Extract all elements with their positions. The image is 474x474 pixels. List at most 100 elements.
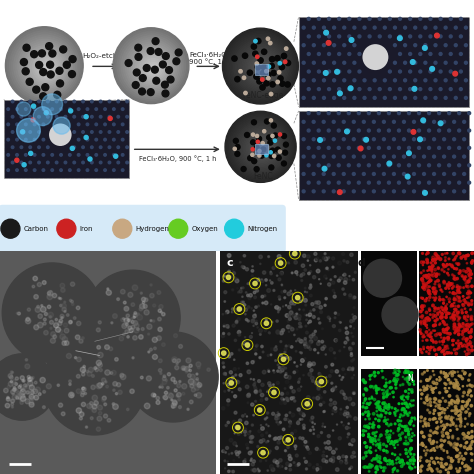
Circle shape	[406, 396, 407, 398]
Circle shape	[275, 417, 278, 420]
Circle shape	[441, 269, 443, 271]
Circle shape	[377, 460, 380, 462]
Circle shape	[369, 423, 371, 425]
Circle shape	[300, 300, 302, 302]
Circle shape	[244, 91, 247, 95]
Circle shape	[251, 44, 256, 49]
Text: FeCl₃·6H₂O, 900 °C, 1 h: FeCl₃·6H₂O, 900 °C, 1 h	[139, 155, 217, 162]
Circle shape	[465, 452, 467, 455]
Circle shape	[233, 459, 235, 462]
Circle shape	[439, 35, 442, 38]
Circle shape	[404, 390, 407, 392]
Circle shape	[64, 341, 69, 346]
Circle shape	[386, 430, 388, 432]
Circle shape	[253, 383, 255, 386]
Circle shape	[269, 333, 270, 334]
Circle shape	[257, 143, 268, 155]
Circle shape	[470, 404, 473, 407]
Circle shape	[62, 307, 66, 312]
Circle shape	[453, 173, 456, 175]
Circle shape	[171, 374, 180, 383]
Circle shape	[373, 422, 374, 423]
Circle shape	[462, 370, 464, 372]
Circle shape	[83, 365, 85, 368]
Circle shape	[285, 373, 287, 374]
Circle shape	[320, 397, 322, 399]
Circle shape	[113, 403, 115, 405]
Circle shape	[420, 297, 422, 299]
Circle shape	[322, 120, 325, 123]
Circle shape	[333, 407, 337, 410]
Circle shape	[276, 416, 279, 420]
Circle shape	[343, 273, 346, 276]
Circle shape	[365, 446, 368, 448]
Circle shape	[240, 432, 242, 433]
Circle shape	[442, 340, 445, 343]
Circle shape	[457, 383, 459, 386]
Circle shape	[438, 307, 440, 310]
Circle shape	[340, 390, 344, 394]
Circle shape	[101, 383, 104, 385]
Circle shape	[276, 382, 279, 384]
Circle shape	[307, 18, 310, 20]
Circle shape	[264, 321, 268, 326]
Circle shape	[375, 418, 376, 419]
Circle shape	[373, 173, 375, 175]
Circle shape	[427, 346, 429, 349]
Circle shape	[444, 271, 445, 273]
Circle shape	[82, 146, 84, 148]
Circle shape	[295, 454, 298, 457]
Circle shape	[454, 44, 457, 46]
Circle shape	[427, 262, 428, 264]
Circle shape	[133, 337, 214, 418]
Circle shape	[304, 291, 306, 292]
Circle shape	[293, 251, 297, 256]
Circle shape	[383, 190, 385, 193]
Circle shape	[373, 155, 375, 158]
Circle shape	[414, 419, 416, 420]
Circle shape	[312, 422, 313, 423]
Circle shape	[389, 381, 391, 383]
Circle shape	[455, 408, 457, 410]
Circle shape	[249, 336, 252, 338]
Circle shape	[225, 374, 227, 375]
Circle shape	[367, 112, 370, 115]
Circle shape	[265, 432, 267, 434]
Circle shape	[322, 328, 323, 329]
Circle shape	[232, 289, 234, 291]
Circle shape	[411, 462, 414, 465]
Circle shape	[16, 138, 18, 141]
Circle shape	[187, 408, 189, 410]
Circle shape	[387, 464, 388, 465]
Circle shape	[467, 432, 470, 434]
Circle shape	[280, 272, 283, 275]
Circle shape	[440, 446, 442, 447]
Circle shape	[236, 381, 240, 384]
Circle shape	[446, 345, 448, 347]
Circle shape	[313, 397, 315, 399]
Circle shape	[347, 146, 350, 149]
Circle shape	[308, 362, 311, 365]
Circle shape	[465, 79, 467, 82]
Circle shape	[391, 440, 392, 442]
Circle shape	[262, 67, 264, 70]
Circle shape	[171, 403, 176, 408]
Circle shape	[466, 326, 468, 328]
Circle shape	[434, 292, 437, 295]
Circle shape	[452, 422, 455, 424]
Circle shape	[453, 190, 456, 193]
Circle shape	[250, 460, 252, 461]
Circle shape	[432, 341, 434, 342]
Circle shape	[161, 386, 164, 388]
Circle shape	[69, 169, 71, 172]
Circle shape	[299, 326, 301, 328]
Circle shape	[392, 173, 395, 175]
Circle shape	[386, 423, 388, 425]
Circle shape	[325, 354, 327, 355]
Circle shape	[441, 444, 443, 447]
Circle shape	[465, 324, 467, 326]
Circle shape	[253, 379, 255, 380]
Circle shape	[46, 146, 49, 148]
Circle shape	[95, 280, 171, 356]
Text: FeNC: FeNC	[253, 172, 273, 181]
